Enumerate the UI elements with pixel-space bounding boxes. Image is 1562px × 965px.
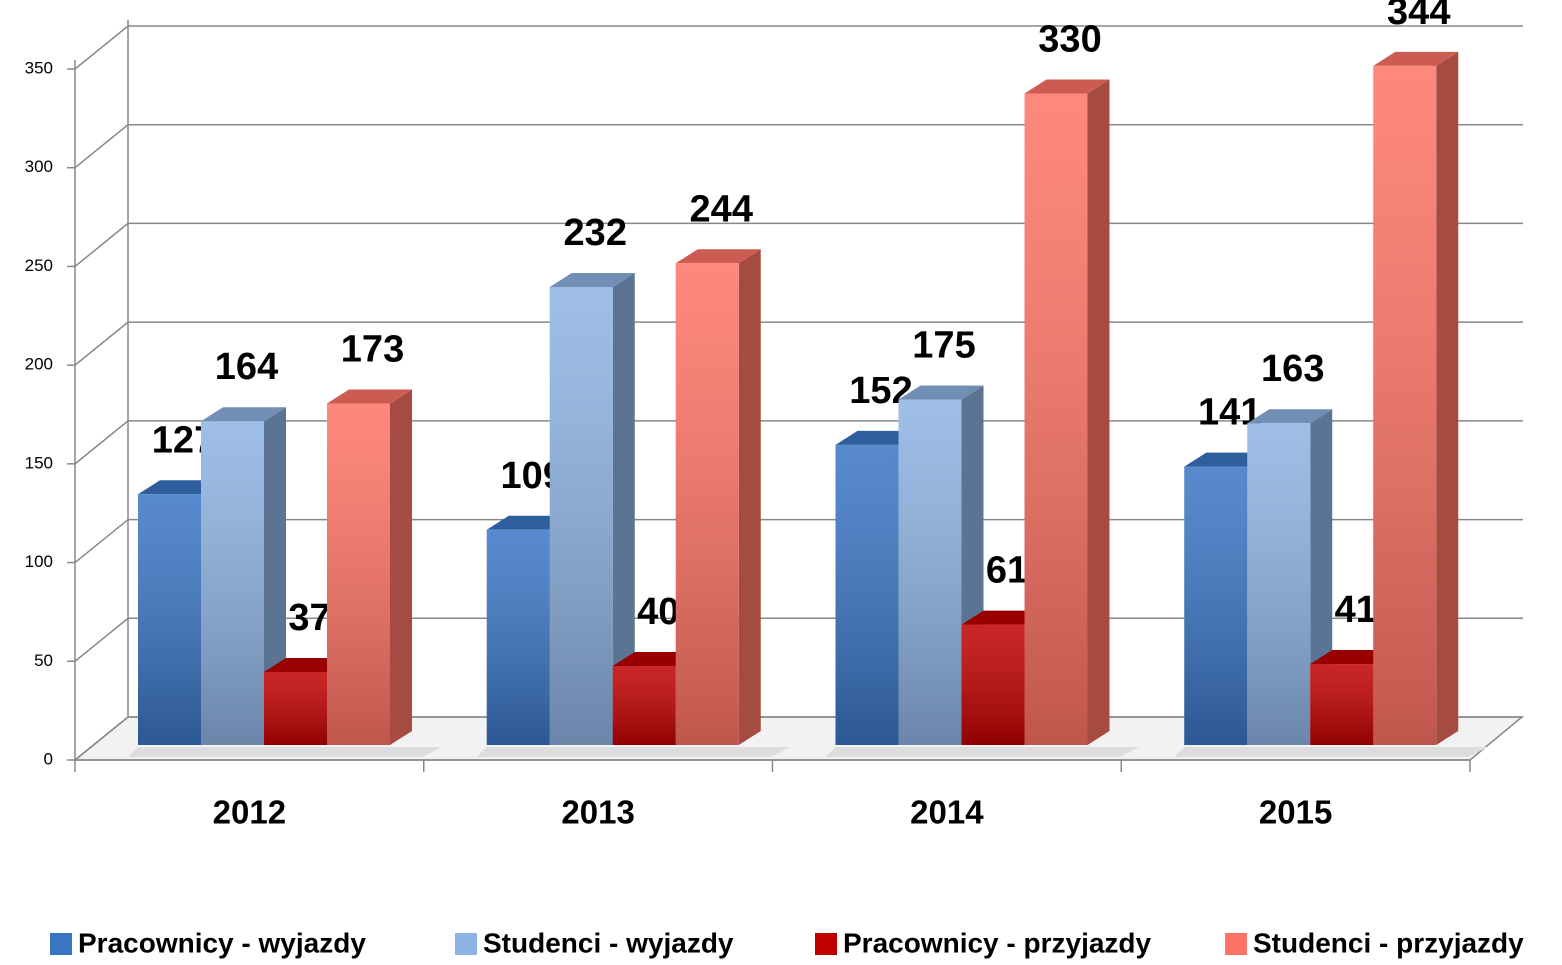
- legend-label: Studenci - wyjazdy: [483, 927, 734, 958]
- bar-top: [1373, 51, 1459, 66]
- y-tick-label: 250: [25, 256, 53, 275]
- legend-swatch: [1225, 933, 1247, 955]
- bar-side: [1087, 79, 1110, 745]
- data-label: 232: [564, 212, 627, 254]
- bar-front-shade: [898, 399, 962, 745]
- grid-line: [74, 123, 1523, 169]
- bar-top: [549, 272, 635, 287]
- grid-line: [74, 25, 1523, 70]
- data-label: 344: [1387, 0, 1450, 33]
- bar-front-shade: [1184, 466, 1248, 745]
- data-label: 244: [690, 188, 753, 230]
- bar: [1373, 51, 1459, 746]
- legend-label: Pracownicy - przyjazdy: [843, 927, 1152, 958]
- data-label: 37: [288, 597, 330, 639]
- bar-front-shade: [138, 494, 201, 745]
- bar: [201, 407, 286, 745]
- bar-shadow: [476, 747, 791, 757]
- bar: [549, 272, 635, 745]
- bar-front-shade: [201, 421, 264, 745]
- bar-front-shade: [612, 666, 676, 745]
- bar-front-shade: [675, 263, 739, 745]
- legend-label: Pracownicy - wyjazdy: [78, 927, 366, 958]
- bar-side: [390, 389, 412, 745]
- bar-front-shade: [961, 624, 1025, 745]
- legend-swatch: [815, 933, 837, 955]
- x-tick-label: 2013: [561, 794, 634, 831]
- bar-front-shade: [1373, 65, 1437, 746]
- grid-line: [74, 222, 1523, 268]
- data-label: 173: [341, 328, 404, 370]
- y-tick-label: 150: [25, 453, 53, 472]
- bar-shadow: [128, 747, 442, 757]
- y-tick-label: 50: [34, 651, 53, 670]
- data-label: 41: [1335, 589, 1377, 631]
- y-tick-label: 0: [44, 749, 53, 768]
- bar-top: [1247, 409, 1333, 424]
- bar-top: [1024, 79, 1110, 94]
- bar-top: [675, 249, 761, 264]
- bar-top: [898, 385, 984, 400]
- y-tick-label: 350: [25, 58, 53, 77]
- data-label: 61: [986, 550, 1028, 592]
- bar-front-shade: [264, 671, 327, 745]
- bar: [675, 249, 761, 745]
- bar-side: [738, 249, 761, 745]
- data-label: 175: [912, 325, 975, 367]
- bar-top: [327, 389, 412, 404]
- x-tick-label: 2014: [910, 794, 984, 831]
- bar-shadow: [825, 747, 1140, 757]
- legend-swatch: [455, 933, 477, 955]
- y-tick-label: 200: [25, 355, 53, 374]
- bar: [1024, 79, 1110, 745]
- legend-swatch: [50, 933, 72, 955]
- bar-side: [1436, 51, 1459, 746]
- data-label: 330: [1038, 19, 1101, 61]
- bar: [327, 389, 412, 745]
- bar-front-shade: [327, 403, 390, 745]
- bar-side: [264, 407, 286, 745]
- bar-front-shade: [1247, 423, 1311, 745]
- y-tick-label: 300: [25, 157, 53, 176]
- data-label: 40: [637, 591, 679, 633]
- bar-top: [201, 407, 286, 422]
- x-tick-label: 2012: [213, 794, 286, 831]
- bar-front-shade: [486, 529, 550, 745]
- bar-front-shade: [1024, 93, 1088, 745]
- x-tick-label: 2015: [1259, 794, 1332, 831]
- legend-label: Studenci - przyjazdy: [1253, 927, 1524, 958]
- bar-side: [612, 272, 635, 745]
- bar-front-shade: [549, 286, 613, 745]
- data-label: 164: [215, 346, 278, 388]
- bar: [1247, 409, 1333, 745]
- bar-front-shade: [1310, 664, 1374, 745]
- data-label: 163: [1261, 348, 1324, 390]
- bar-front-shade: [835, 444, 899, 745]
- y-tick-label: 100: [25, 552, 53, 571]
- bar-shadow: [1174, 747, 1489, 757]
